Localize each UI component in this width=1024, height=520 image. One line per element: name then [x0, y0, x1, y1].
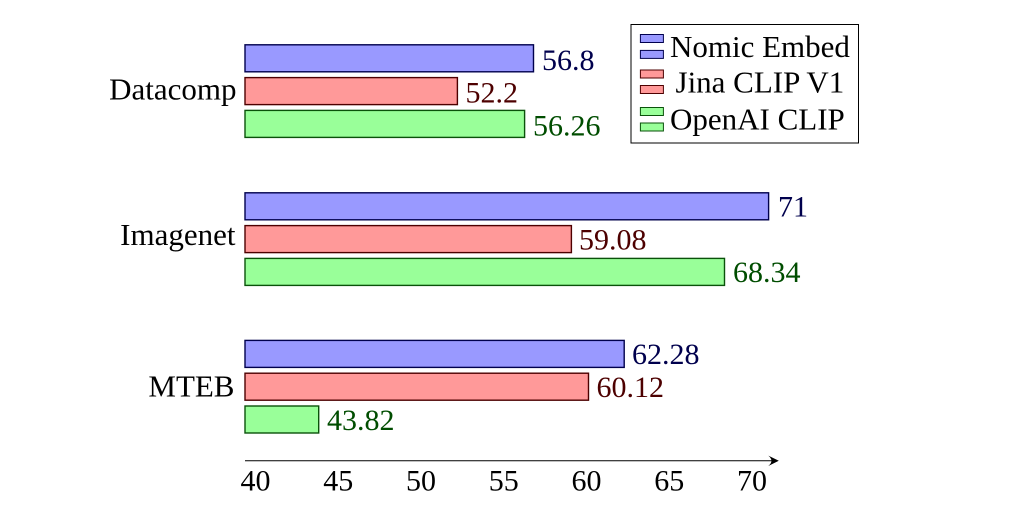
svg-text:40: 40: [241, 465, 271, 498]
svg-text:60.12: 60.12: [597, 371, 665, 404]
svg-text:MTEB: MTEB: [148, 369, 234, 404]
svg-text:65: 65: [654, 465, 684, 498]
svg-text:71: 71: [778, 191, 808, 224]
svg-text:43.82: 43.82: [327, 404, 395, 437]
svg-text:Nomic Embed: Nomic Embed: [670, 29, 850, 64]
svg-text:Jina CLIP V1: Jina CLIP V1: [676, 65, 845, 100]
svg-text:68.34: 68.34: [733, 256, 801, 289]
svg-text:Imagenet: Imagenet: [120, 217, 236, 252]
svg-text:45: 45: [323, 465, 353, 498]
svg-text:55: 55: [489, 465, 519, 498]
svg-text:60: 60: [572, 465, 602, 498]
svg-text:52.2: 52.2: [466, 77, 519, 110]
svg-text:70: 70: [737, 465, 767, 498]
svg-text:56.26: 56.26: [533, 109, 601, 142]
svg-text:56.8: 56.8: [542, 44, 595, 77]
svg-text:62.28: 62.28: [632, 338, 700, 371]
svg-text:Datacomp: Datacomp: [109, 72, 236, 107]
svg-text:50: 50: [406, 465, 436, 498]
svg-text:59.08: 59.08: [579, 223, 647, 256]
svg-text:OpenAI CLIP: OpenAI CLIP: [670, 102, 845, 137]
